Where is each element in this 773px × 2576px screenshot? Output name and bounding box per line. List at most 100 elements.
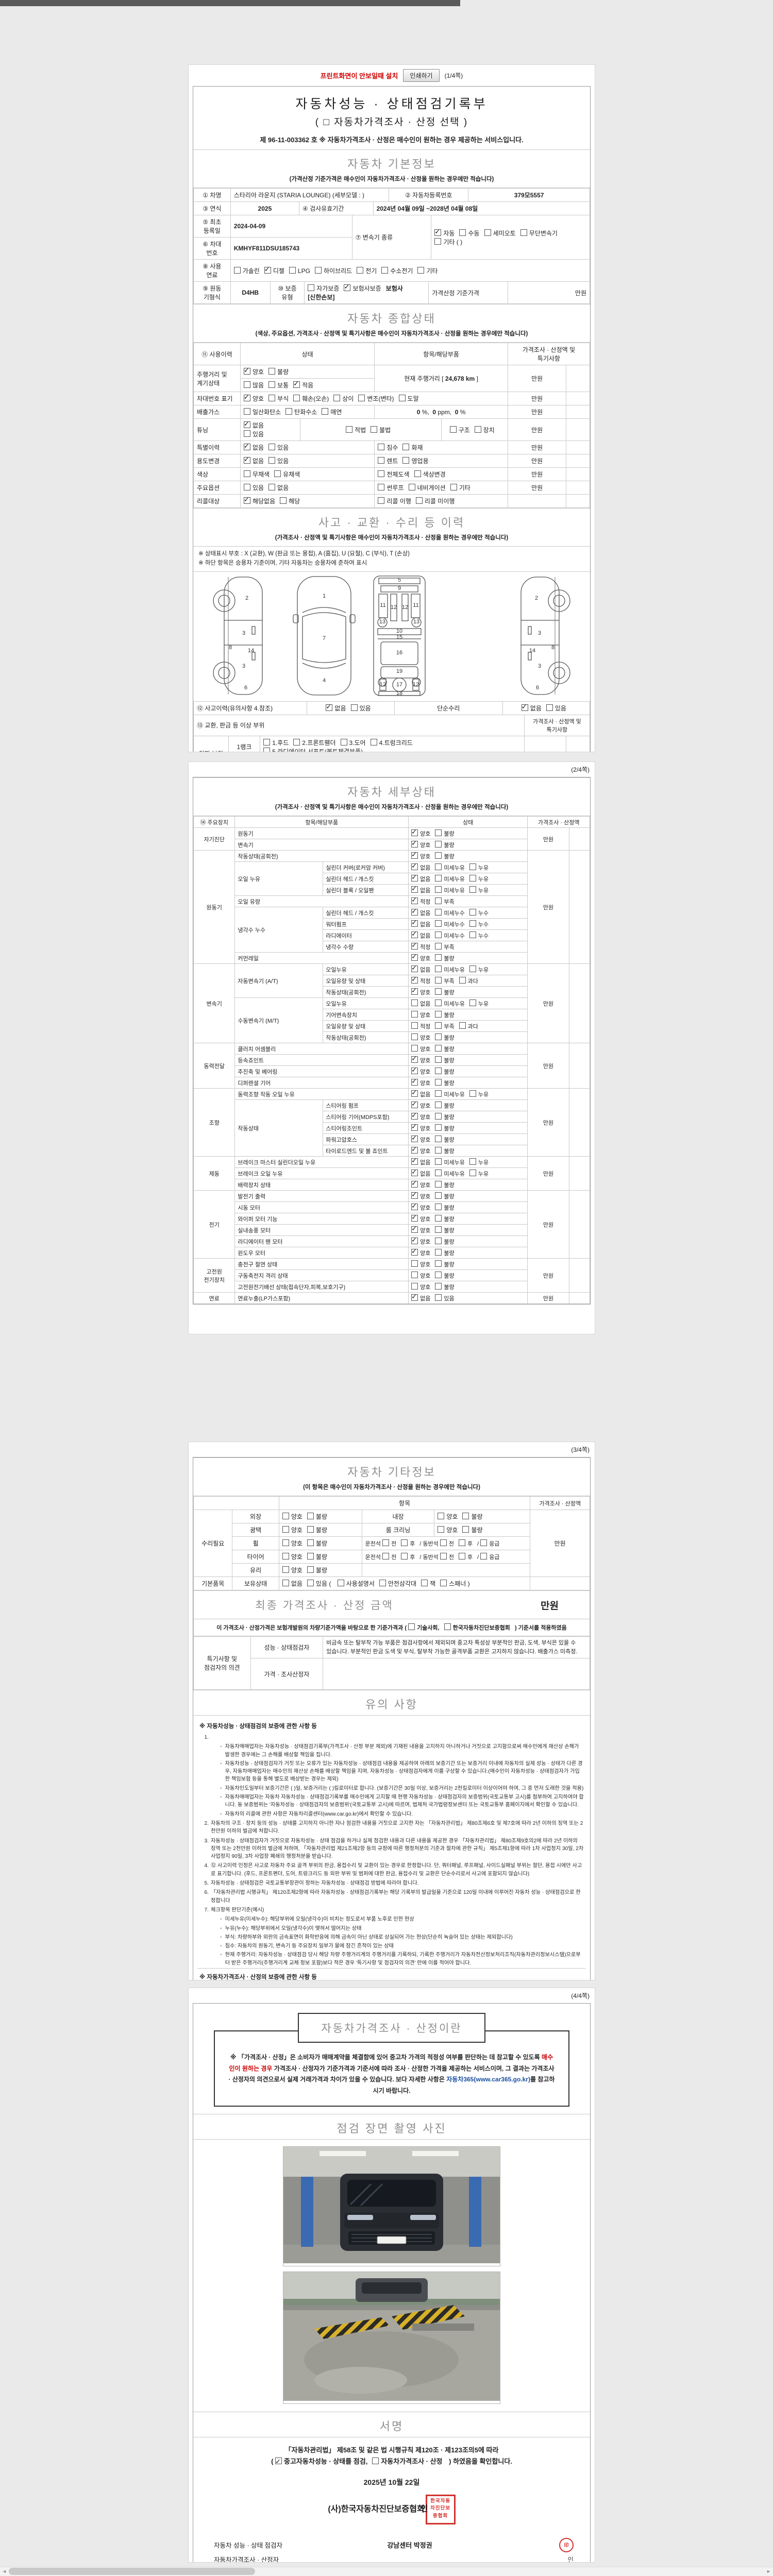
checkbox-unchecked[interactable] xyxy=(469,1158,476,1165)
checkbox-unchecked[interactable] xyxy=(372,2458,379,2465)
scroll-left-arrow[interactable]: ◄ xyxy=(0,2567,9,2575)
option[interactable]: 색상변경 xyxy=(414,470,446,479)
option[interactable]: 부족 xyxy=(435,1022,455,1030)
option[interactable]: 불량 xyxy=(435,988,455,996)
option[interactable]: 양호 xyxy=(282,1552,303,1561)
checkbox-unchecked[interactable] xyxy=(350,704,358,711)
option[interactable]: 전 xyxy=(440,1539,454,1548)
checkbox-unchecked[interactable] xyxy=(435,1146,442,1154)
option[interactable]: 훼손(오손) xyxy=(293,394,329,403)
option[interactable]: 불량 xyxy=(435,1282,455,1291)
option[interactable]: 기타 xyxy=(417,266,438,275)
checkbox-checked[interactable] xyxy=(411,930,418,938)
option[interactable]: 세미오토 xyxy=(484,229,516,238)
checkbox-unchecked[interactable] xyxy=(440,1539,447,1546)
checkbox-unchecked[interactable] xyxy=(435,1158,442,1165)
checkbox-unchecked[interactable] xyxy=(308,284,315,291)
checkbox-unchecked[interactable] xyxy=(340,738,347,745)
option[interactable]: 미세누유 xyxy=(435,965,465,974)
option[interactable]: 디젤 xyxy=(264,265,284,275)
checkbox-unchecked[interactable] xyxy=(469,965,476,972)
option[interactable]: 기술사회, xyxy=(408,1623,440,1632)
checkbox-checked[interactable] xyxy=(243,496,250,504)
checkbox-unchecked[interactable] xyxy=(411,999,418,1006)
checkbox-checked[interactable] xyxy=(411,987,418,995)
checkbox-unchecked[interactable] xyxy=(243,381,250,388)
checkbox-unchecked[interactable] xyxy=(435,1067,442,1074)
option[interactable]: 매연 xyxy=(322,408,342,416)
checkbox-unchecked[interactable] xyxy=(435,829,442,836)
option[interactable]: 전체도색 xyxy=(378,470,410,479)
option[interactable]: 부족 xyxy=(435,976,455,985)
option[interactable]: 양호 xyxy=(243,393,264,403)
option[interactable]: 양호 xyxy=(411,851,430,860)
checkbox-unchecked[interactable] xyxy=(459,229,466,236)
option[interactable]: 양호 xyxy=(411,1202,430,1212)
checkbox-unchecked[interactable] xyxy=(293,738,300,745)
option[interactable]: 후 xyxy=(458,1539,473,1548)
checkbox-unchecked[interactable] xyxy=(307,1580,314,1586)
option[interactable]: 영업용 xyxy=(402,456,429,465)
option[interactable]: 적정 xyxy=(411,1022,430,1030)
option[interactable]: 있음 xyxy=(435,1294,455,1302)
option[interactable]: 네비게이션 xyxy=(408,483,446,492)
option[interactable]: 불량 xyxy=(435,852,455,860)
checkbox-unchecked[interactable] xyxy=(435,840,442,848)
checkbox-unchecked[interactable] xyxy=(450,484,457,490)
option[interactable]: 누유 xyxy=(469,863,489,872)
option[interactable]: 응급 xyxy=(480,1539,499,1548)
checkbox-checked[interactable] xyxy=(411,1078,418,1086)
option[interactable]: 불량 xyxy=(435,1203,455,1212)
option[interactable]: 불량 xyxy=(435,1033,455,1042)
option[interactable]: 렌트 xyxy=(378,456,398,465)
option[interactable]: 불량 xyxy=(435,1260,455,1268)
checkbox-unchecked[interactable] xyxy=(233,266,241,274)
checkbox-unchecked[interactable] xyxy=(282,1526,289,1533)
checkbox-unchecked[interactable] xyxy=(459,976,466,984)
option[interactable]: 양호 xyxy=(411,1112,430,1121)
checkbox-unchecked[interactable] xyxy=(282,1566,289,1573)
option[interactable]: 해당없음 xyxy=(243,496,275,505)
option[interactable]: 없음 xyxy=(411,885,430,894)
scrollbar-thumb[interactable] xyxy=(9,2568,255,2575)
checkbox-checked[interactable] xyxy=(243,455,250,464)
option[interactable]: 적정 xyxy=(411,942,430,951)
checkbox-unchecked[interactable] xyxy=(411,1044,418,1052)
checkbox-unchecked[interactable] xyxy=(268,395,276,401)
option[interactable]: 누유 xyxy=(469,999,489,1008)
option[interactable]: 중고자동차성능 · 상태를 점검, xyxy=(275,2456,367,2468)
checkbox-unchecked[interactable] xyxy=(411,1033,418,1040)
option[interactable]: 양호 xyxy=(411,1078,430,1087)
option[interactable]: 불량 xyxy=(435,1078,455,1087)
option[interactable]: 없음 xyxy=(411,919,430,928)
checkbox-checked[interactable] xyxy=(411,1248,418,1256)
checkbox-unchecked[interactable] xyxy=(462,1526,469,1533)
option[interactable]: 있음 xyxy=(243,430,264,438)
checkbox-unchecked[interactable] xyxy=(381,266,389,274)
option[interactable]: 리콜 이행 xyxy=(378,497,411,505)
checkbox-unchecked[interactable] xyxy=(243,408,250,415)
option[interactable]: 1.후드 xyxy=(263,738,289,747)
option[interactable]: 불량 xyxy=(435,1135,455,1144)
option[interactable]: 있음 xyxy=(268,443,289,452)
checkbox-unchecked[interactable] xyxy=(435,1180,442,1188)
checkbox-unchecked[interactable] xyxy=(435,852,442,859)
option[interactable]: 있음 xyxy=(546,704,566,713)
option[interactable]: 없음 xyxy=(243,420,264,430)
option[interactable]: 불량 xyxy=(435,1056,455,1064)
option[interactable]: 양호 xyxy=(411,1146,430,1155)
checkbox-unchecked[interactable] xyxy=(435,965,442,972)
option[interactable]: 불량 xyxy=(435,1214,455,1223)
checkbox-checked[interactable] xyxy=(411,1055,418,1063)
checkbox-unchecked[interactable] xyxy=(435,1203,442,1210)
checkbox-unchecked[interactable] xyxy=(417,266,425,274)
option[interactable]: 미세누유 xyxy=(435,999,465,1008)
checkbox-checked[interactable] xyxy=(411,896,418,904)
checkbox-unchecked[interactable] xyxy=(435,1010,442,1018)
checkbox-unchecked[interactable] xyxy=(469,886,476,893)
checkbox-checked[interactable] xyxy=(411,1134,418,1142)
option[interactable]: 보험사보증 xyxy=(344,283,381,293)
checkbox-unchecked[interactable] xyxy=(322,408,329,415)
option[interactable]: 없음 xyxy=(411,908,430,917)
option[interactable]: 많음 xyxy=(243,381,264,389)
